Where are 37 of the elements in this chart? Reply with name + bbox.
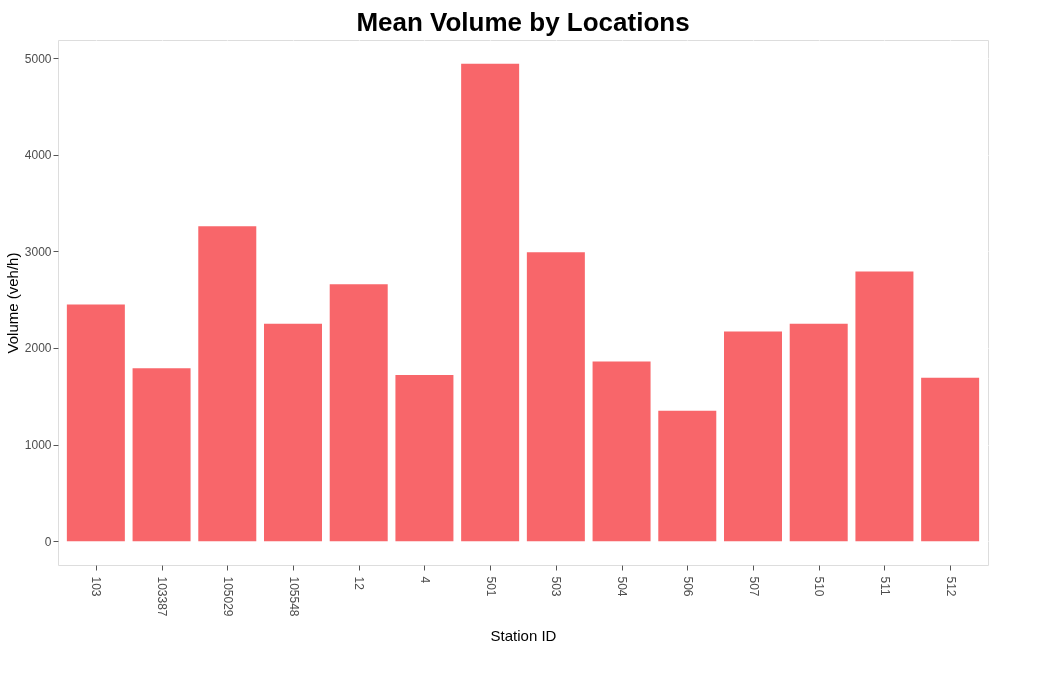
bar [132,368,191,542]
bar [526,252,585,542]
bar [264,323,322,542]
bar [395,374,454,542]
bar [724,331,782,542]
bar [66,304,125,542]
y-tick-label: 3000 [24,244,52,259]
x-tick-label: 501 [483,576,498,597]
x-tick-label: 105029 [220,576,235,617]
bar [658,410,717,542]
bar [329,284,388,542]
bar [921,377,980,542]
bar [198,226,257,542]
y-tick-label: 0 [44,534,52,549]
x-tick-label: 4 [417,576,432,584]
x-tick-label: 103387 [155,576,170,617]
x-tick-label: 12 [352,576,367,591]
x-tick-label: 504 [615,576,630,597]
x-tick-label: 512 [943,576,958,597]
y-tick-label: 1000 [24,438,52,453]
x-tick-label: 506 [680,576,695,597]
bar [855,271,914,542]
x-tick-label: 105548 [286,576,301,617]
y-axis-title: Volume (veh/h) [3,252,21,354]
y-tick-label: 5000 [24,51,52,66]
y-tick-label: 4000 [24,148,52,163]
bar [461,63,520,542]
x-tick-label: 511 [877,576,892,596]
y-tick-label: 2000 [24,341,52,356]
x-tick-label: 507 [746,576,761,597]
bar [592,361,651,542]
bar [789,323,848,542]
x-tick-label: 510 [812,576,827,597]
x-tick-label: 103 [89,576,104,597]
x-axis-title: Station ID [490,626,557,644]
chart-title: Mean Volume by Locations [356,7,690,37]
x-tick-label: 503 [549,576,564,597]
